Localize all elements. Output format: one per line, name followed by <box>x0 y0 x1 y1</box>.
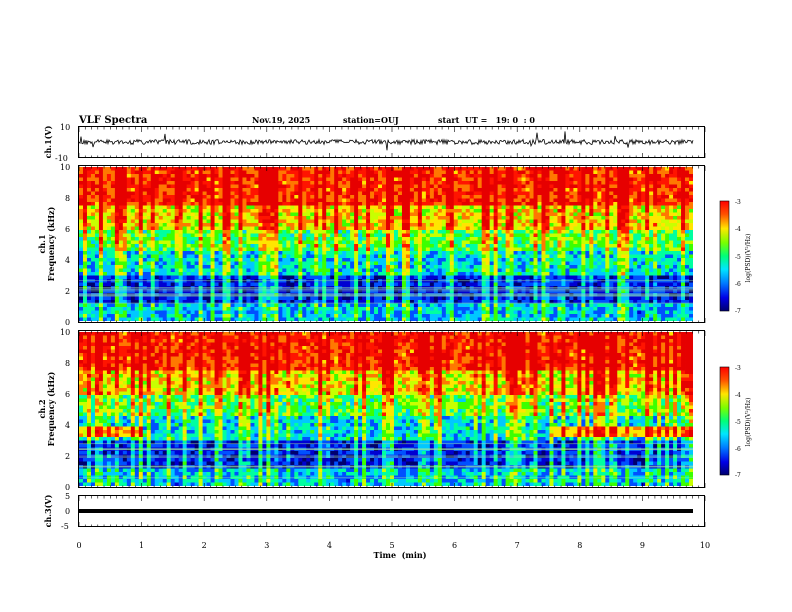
panel-frames <box>78 126 705 527</box>
date-label: Nov.19, 2025 <box>252 115 310 125</box>
spec2-ytick-2: 2 <box>65 452 70 461</box>
cb2-tick-5: -5 <box>735 419 741 426</box>
cb1-tick-6: -6 <box>735 281 741 288</box>
cb2-tick-3: -3 <box>735 365 741 372</box>
spec1-ytick-6: 6 <box>65 225 70 234</box>
spec2-ylabel-channel: ch.2 <box>37 399 47 418</box>
ch3-ytick-0: 0 <box>65 507 70 516</box>
colorbar-1-scale <box>719 200 730 312</box>
spec2-ytick-0: 0 <box>65 483 70 492</box>
ch3-yticklabels: 5 0 -5 <box>61 492 70 531</box>
xtick-8: 8 <box>577 541 582 550</box>
spec1-ylabel-channel: ch.1 <box>37 234 47 253</box>
xtick-9: 9 <box>640 541 645 550</box>
colorbar-2-label: log(PSD)(V²/Hz) <box>745 398 752 447</box>
ch1-waveform-line <box>78 131 694 151</box>
colorbar-1-label: log(PSD)(V²/Hz) <box>745 234 752 283</box>
ch3-ytick-neg5: -5 <box>61 522 69 531</box>
cb1-tick-5: -5 <box>735 254 741 261</box>
start-ut-label: start UT = 19: 0 : 0 <box>438 115 535 125</box>
spec2-ytick-10: 10 <box>60 328 70 337</box>
station-label: station=OUJ <box>343 115 399 125</box>
ch3-waveform-line <box>79 509 693 513</box>
spec2-ytick-6: 6 <box>65 390 70 399</box>
spec1-ytick-8: 8 <box>65 194 70 203</box>
spec1-ytick-2: 2 <box>65 287 70 296</box>
colorbar-2: -3 -4 -5 -6 -7 log(PSD)(V²/Hz) <box>719 365 752 479</box>
xtick-7: 7 <box>515 541 520 550</box>
ch1-spectrogram <box>79 167 693 321</box>
spec2-ytick-8: 8 <box>65 359 70 368</box>
ch3-ylabel: ch.3(V) <box>43 494 53 527</box>
cb2-tick-7: -7 <box>735 472 741 479</box>
cb1-tick-4: -4 <box>735 226 741 233</box>
xtick-5: 5 <box>389 541 394 550</box>
ch3-ytick-5: 5 <box>65 492 70 501</box>
ch3-waveform-frame <box>78 495 705 527</box>
cb1-tick-7: -7 <box>735 308 741 315</box>
spec1-ytick-0: 0 <box>65 318 70 327</box>
xtick-4: 4 <box>327 541 332 550</box>
x-axis-label: Time (min) <box>373 550 426 560</box>
spec1-ytick-10: 10 <box>60 163 70 172</box>
spec2-ytick-4: 4 <box>65 421 70 430</box>
cb2-tick-6: -6 <box>735 446 741 453</box>
spec1-yticklabels: 0 2 4 6 8 10 <box>60 163 70 327</box>
xtick-10: 10 <box>700 541 710 550</box>
colorbar-2-scale <box>719 366 730 476</box>
xtick-0: 0 <box>76 541 81 550</box>
ch1-ylabel: ch.1(V) <box>43 125 53 158</box>
spec2-yticklabels: 0 2 4 6 8 10 <box>60 328 70 492</box>
xtick-2: 2 <box>202 541 207 550</box>
xtick-1: 1 <box>139 541 144 550</box>
spec1-ytick-4: 4 <box>65 256 70 265</box>
spec2-ylabel-freq: Frequency (kHz) <box>46 371 56 446</box>
colorbar-1: -3 -4 -5 -6 -7 log(PSD)(V²/Hz) <box>719 199 752 315</box>
ch1-waveform-frame <box>78 126 705 158</box>
cb2-tick-4: -4 <box>735 392 741 399</box>
chart-title: VLF Spectra <box>78 115 148 126</box>
x-ticklabels: 0 1 2 3 4 5 6 7 8 9 10 <box>76 541 710 550</box>
ch1-ytick-bottom: -10 <box>55 154 68 163</box>
xtick-3: 3 <box>264 541 269 550</box>
spec1-ylabel-freq: Frequency (kHz) <box>46 206 56 281</box>
cb1-tick-3: -3 <box>735 199 741 206</box>
axis-ticks <box>78 127 706 527</box>
xtick-6: 6 <box>452 541 457 550</box>
ch2-spectrogram-frame <box>78 330 705 488</box>
ch2-spectrogram <box>79 332 693 486</box>
ch1-spectrogram-frame <box>78 165 705 323</box>
ch1-ytick-top: 10 <box>60 123 70 132</box>
